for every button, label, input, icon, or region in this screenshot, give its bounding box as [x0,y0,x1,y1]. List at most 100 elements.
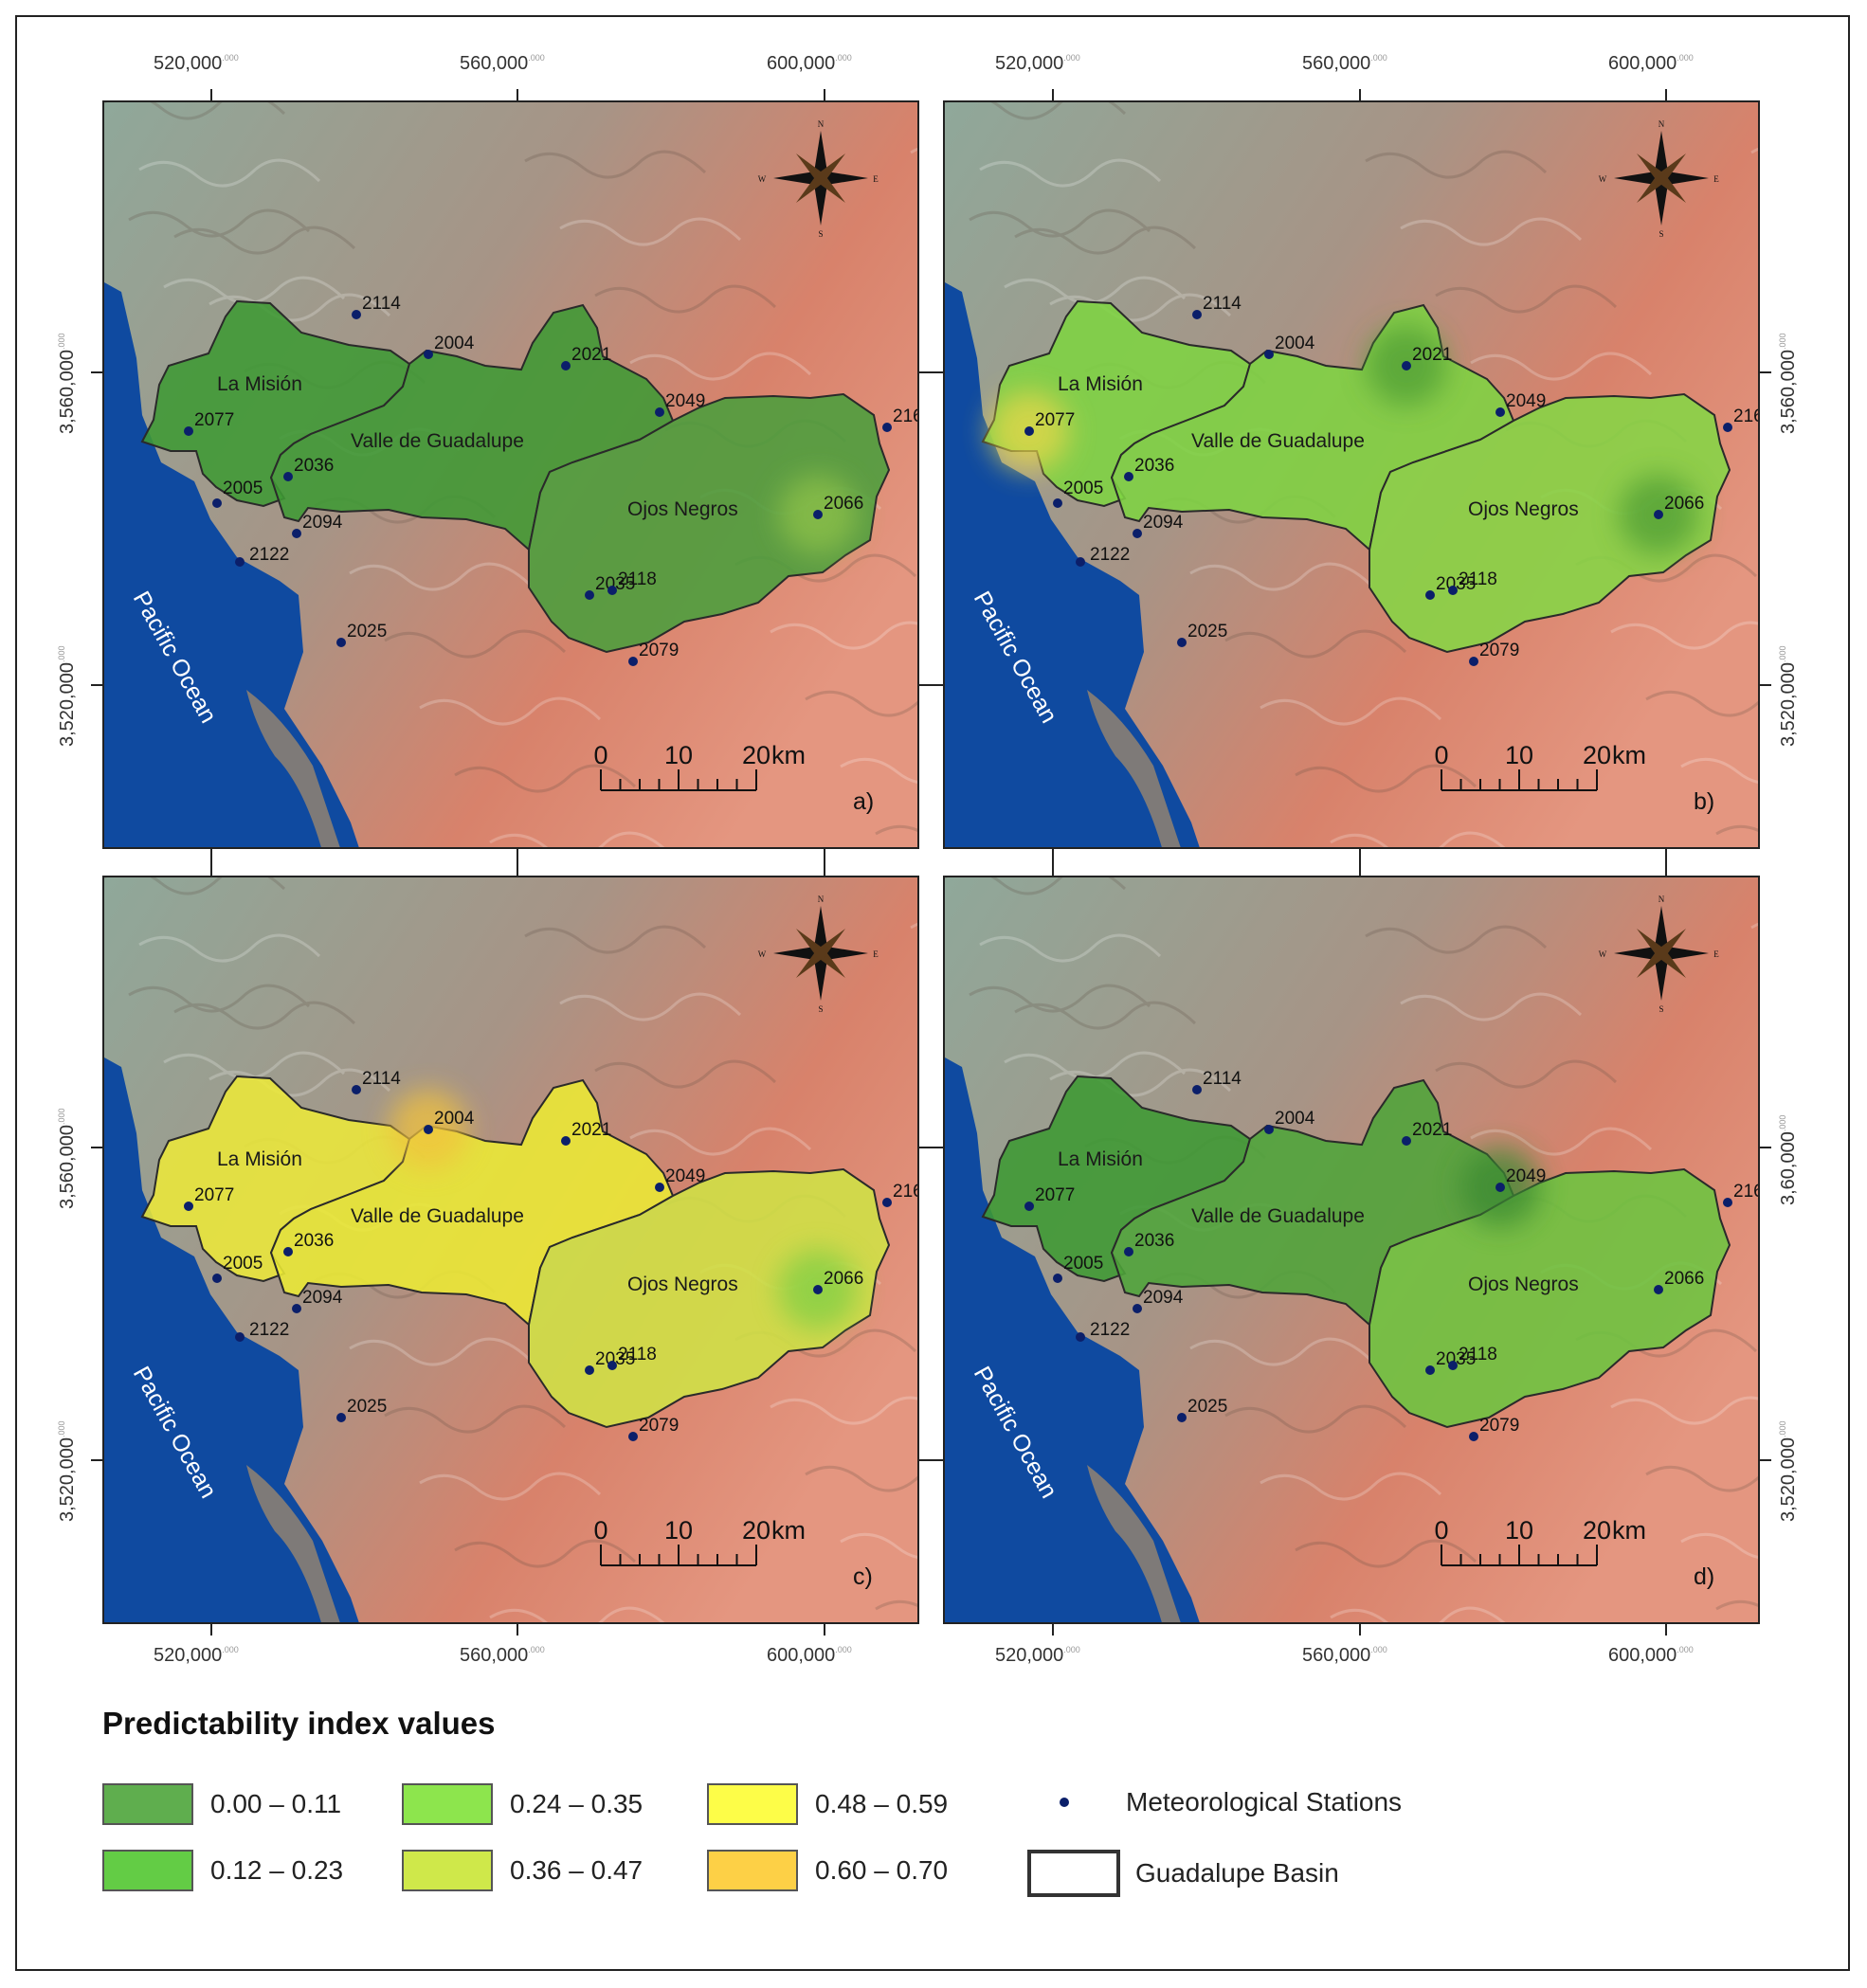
svg-text:2036: 2036 [294,456,334,476]
svg-text:2035: 2035 [595,1349,635,1369]
panel-label: a) [853,788,874,815]
basin-outline-swatch [1027,1850,1120,1897]
svg-text:2122: 2122 [1090,545,1130,565]
station-2004: 2004 [1264,1109,1315,1134]
svg-text:2077: 2077 [1035,410,1075,430]
svg-text:2005: 2005 [223,479,263,498]
svg-text:S: S [818,1004,823,1014]
station-2094: 2094 [1133,1288,1184,1313]
tick-mark [1665,1624,1667,1636]
station-2079: 2079 [628,1416,679,1441]
svg-text:2114: 2114 [1203,1069,1242,1089]
station-2066: 2066 [1654,494,1704,519]
station-2122: 2122 [235,545,289,567]
panel-label: d) [1694,1563,1714,1590]
tick-mark [517,1624,518,1636]
legend-class-4: 0.48 – 0.59 [707,1783,948,1825]
svg-text:2164: 2164 [893,407,919,426]
svg-text:E: E [873,174,879,184]
svg-text:2066: 2066 [824,494,863,514]
station-2077: 2077 [184,410,234,436]
north-arrow-icon: N S E W [1599,895,1720,1014]
svg-text:W: W [1599,949,1607,959]
station-2066: 2066 [1654,1269,1704,1294]
station-2122: 2122 [1076,545,1130,567]
legend-basin-label: Guadalupe Basin [1135,1858,1339,1888]
north-arrow-icon: N S E W [758,119,879,239]
x-tick-bottom-left-0: 520,000.000 [154,1645,239,1666]
station-2122: 2122 [235,1320,289,1342]
y-tick-left-bottom-1: 3,520,000.000 [57,1420,78,1522]
tick-mark [1665,89,1667,100]
legend-class-5: 0.60 – 0.70 [707,1850,948,1891]
station-2114: 2114 [1192,294,1242,319]
svg-text:2035: 2035 [1436,574,1476,594]
legend-class-0: 0.00 – 0.11 [102,1783,341,1825]
y-tick-right-bottom-1: 3,520,000.000 [1778,1420,1799,1522]
tick-mark [517,849,518,876]
svg-text:2094: 2094 [1143,513,1184,533]
svg-text:2079: 2079 [1479,1416,1519,1436]
tick-mark [919,371,943,373]
tick-mark [1359,1624,1361,1636]
svg-text:2049: 2049 [665,1166,705,1186]
svg-text:W: W [758,174,767,184]
svg-text:E: E [1713,174,1719,184]
station-2164: 2164 [882,407,919,432]
tick-mark [91,684,102,686]
map-panel-0: La Misión Valle de Guadalupe Ojos Negros Pa… [102,100,919,849]
svg-text:2025: 2025 [347,1397,387,1417]
tick-mark [919,684,943,686]
ojos-label: Ojos Negros [627,498,738,520]
svg-text:2164: 2164 [893,1182,919,1202]
station-2004: 2004 [424,1109,475,1134]
svg-text:2049: 2049 [1506,391,1546,411]
svg-text:2118: 2118 [1459,1345,1497,1364]
svg-text:E: E [1713,949,1719,959]
svg-text:2066: 2066 [1664,494,1704,514]
svg-text:2005: 2005 [223,1254,263,1274]
svg-text:2049: 2049 [665,391,705,411]
svg-text:2114: 2114 [1203,294,1242,314]
x-tick-top-left-0: 520,000.000 [154,53,239,74]
station-2004: 2004 [424,334,475,359]
coastal-spit [246,1465,340,1622]
station-2025: 2025 [336,1397,387,1422]
svg-text:2077: 2077 [1035,1185,1075,1205]
tick-mark [210,849,212,876]
svg-text:0: 0 [1434,741,1448,769]
tick-mark [1760,1459,1771,1461]
station-2021: 2021 [561,1120,611,1146]
tick-mark [1760,684,1771,686]
station-2035: 2035 [585,574,635,600]
svg-text:N: N [1659,895,1665,904]
scale-bar: 0 10 20 km [593,741,806,791]
tick-mark [91,1147,102,1148]
station-2004: 2004 [1264,334,1315,359]
map-panel-1: La Misión Valle de Guadalupe Ojos Negros Pa… [943,100,1760,849]
station-dot-icon [1060,1798,1069,1807]
y-tick-left-bottom-0: 3,560,000.000 [57,1108,78,1209]
tick-mark [517,89,518,100]
station-2077: 2077 [1024,1185,1075,1211]
station-2021: 2021 [1402,345,1452,370]
svg-text:2118: 2118 [1459,569,1497,589]
svg-text:20: 20 [1583,1516,1611,1545]
svg-text:10: 10 [1505,1516,1533,1545]
svg-text:W: W [1599,174,1607,184]
station-2049: 2049 [1495,391,1546,417]
y-tick-left-top-1: 3,520,000.000 [57,645,78,747]
north-arrow-icon: N S E W [1599,119,1720,239]
legend-label-4: 0.48 – 0.59 [815,1789,949,1818]
legend-class-1: 0.12 – 0.23 [102,1850,343,1891]
svg-text:2094: 2094 [302,513,343,533]
svg-text:20: 20 [1583,741,1611,769]
tick-mark [1052,1624,1054,1636]
svg-text:2021: 2021 [571,1120,611,1140]
svg-text:20: 20 [742,1516,770,1545]
station-2118: 2118 [1448,569,1497,595]
svg-text:N: N [818,895,825,904]
x-tick-bottom-left-1: 560,000.000 [460,1645,545,1666]
